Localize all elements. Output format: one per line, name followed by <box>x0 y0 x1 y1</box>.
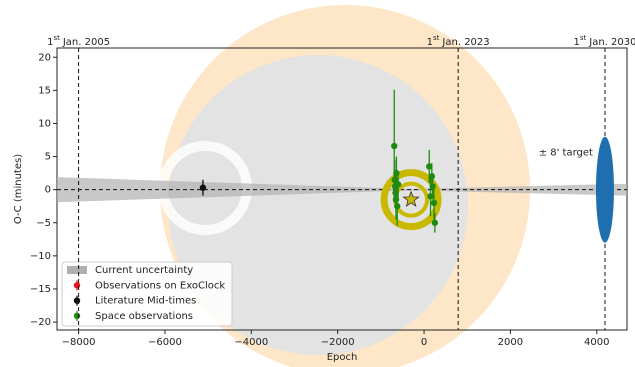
legend-label: Observations on ExoClock <box>95 280 225 291</box>
y-axis-label: O-C (minutes) <box>13 154 24 224</box>
data-point <box>429 183 435 189</box>
target-label: ± 8' target <box>539 148 593 159</box>
y-tick-label: 5 <box>45 152 51 163</box>
legend-label: Current uncertainty <box>95 265 193 276</box>
legend-swatch <box>74 297 80 303</box>
x-tick-label: −4000 <box>234 337 268 348</box>
chart: Epoch O-C (minutes) Current uncertainty O… <box>0 0 635 367</box>
x-axis-label: Epoch <box>327 352 358 363</box>
legend-label: Space observations <box>95 311 193 322</box>
x-tick-label: −2000 <box>321 337 355 348</box>
x-tick-label: −6000 <box>148 337 182 348</box>
y-tick-label: −15 <box>30 284 51 295</box>
x-tick-label: −8000 <box>62 337 96 348</box>
data-point <box>395 181 401 187</box>
y-tick-label: −10 <box>30 251 51 262</box>
legend-swatch <box>67 266 87 274</box>
epoch-text: Jan. 2023 <box>441 37 489 48</box>
target-ellipse <box>596 137 614 243</box>
x-tick-label: 2000 <box>498 337 523 348</box>
data-point <box>429 173 435 179</box>
epoch-text: Jan. 2030 <box>588 37 635 48</box>
epoch-text: Jan. 2005 <box>62 37 110 48</box>
epoch-suffix: st <box>433 34 440 42</box>
legend-label: Literature Mid-times <box>95 296 196 307</box>
y-tick-label: 20 <box>38 52 51 63</box>
legend: Current uncertainty Observations on ExoCl… <box>62 262 232 326</box>
y-tick-label: 15 <box>38 85 51 96</box>
y-tick-label: 0 <box>45 185 51 196</box>
epoch-suffix: st <box>53 34 60 42</box>
data-point <box>431 200 437 206</box>
legend-swatch <box>74 282 80 288</box>
y-tick-label: −20 <box>30 317 51 328</box>
data-point <box>432 220 438 226</box>
epoch-suffix: st <box>580 34 587 42</box>
x-tick-label: 0 <box>421 337 427 348</box>
data-point <box>200 184 206 190</box>
y-tick-label: 10 <box>38 118 51 129</box>
y-tick-label: −5 <box>36 218 51 229</box>
legend-swatch <box>74 313 80 319</box>
x-tick-label: 4000 <box>584 337 609 348</box>
data-point <box>394 203 400 209</box>
data-point <box>391 143 397 149</box>
